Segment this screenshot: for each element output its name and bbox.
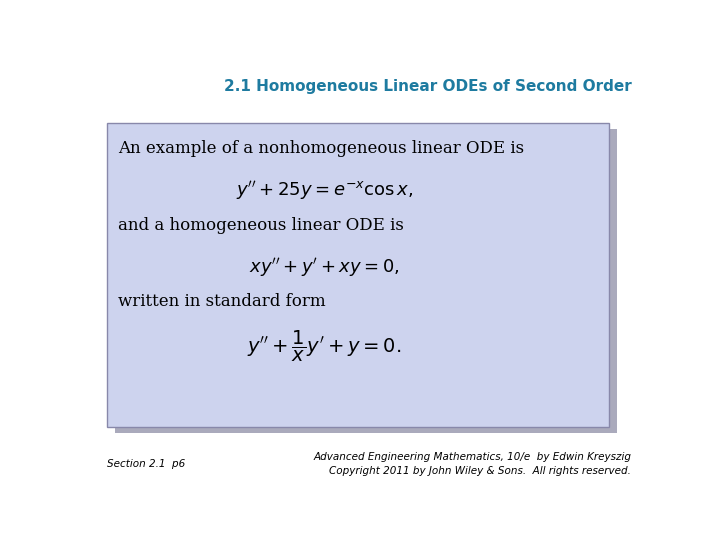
Text: written in standard form: written in standard form — [118, 293, 325, 310]
Text: Advanced Engineering Mathematics, 10/e  by Edwin Kreyszig
Copyright 2011 by John: Advanced Engineering Mathematics, 10/e b… — [313, 451, 631, 476]
Text: 2.1 Homogeneous Linear ODEs of Second Order: 2.1 Homogeneous Linear ODEs of Second Or… — [223, 79, 631, 94]
FancyBboxPatch shape — [115, 129, 617, 433]
Text: $y'' + 25y = e^{-x} \cos x,$: $y'' + 25y = e^{-x} \cos x,$ — [235, 179, 413, 202]
Text: and a homogeneous linear ODE is: and a homogeneous linear ODE is — [118, 217, 404, 234]
Text: $xy'' + y' + xy = 0,$: $xy'' + y' + xy = 0,$ — [249, 256, 400, 279]
Text: An example of a nonhomogeneous linear ODE is: An example of a nonhomogeneous linear OD… — [118, 140, 524, 157]
FancyBboxPatch shape — [107, 123, 609, 427]
Text: Section 2.1  p6: Section 2.1 p6 — [107, 459, 185, 469]
Text: $y'' + \dfrac{1}{x}y' + y = 0.$: $y'' + \dfrac{1}{x}y' + y = 0.$ — [247, 329, 402, 364]
